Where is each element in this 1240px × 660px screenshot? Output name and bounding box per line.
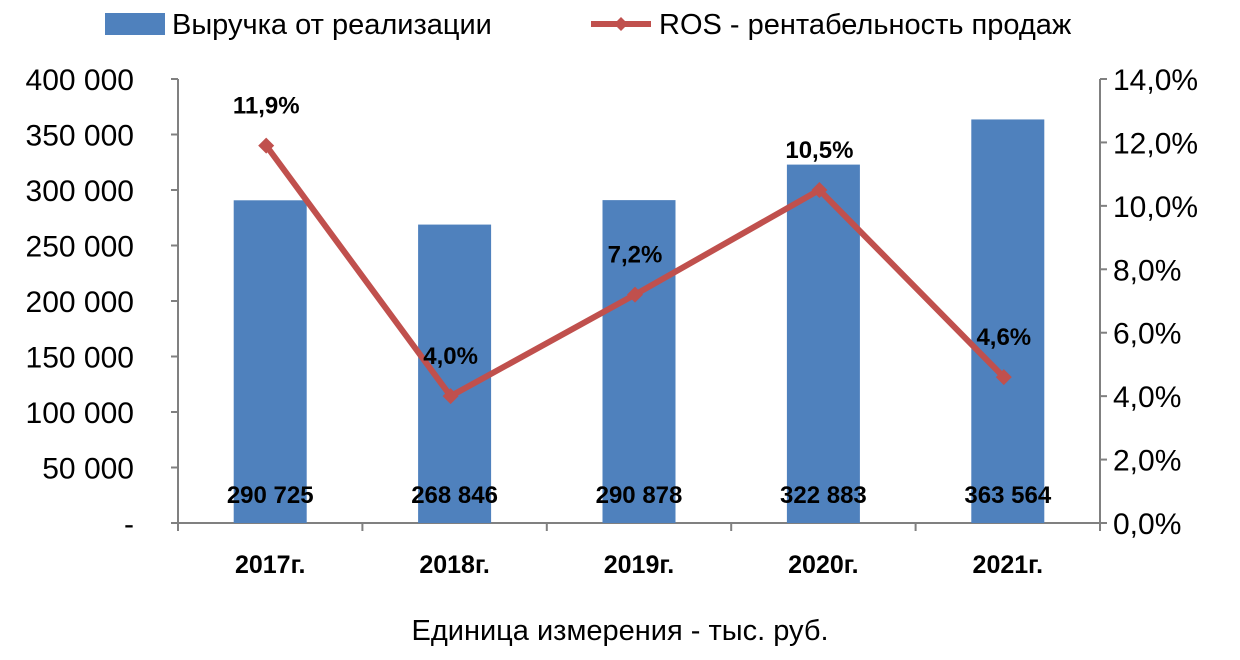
ros-point: [995, 369, 1012, 386]
x-tick-label: 2017г.: [235, 551, 305, 579]
y-left-tick-label: 100 000: [26, 397, 134, 430]
ros-point: [442, 388, 459, 405]
ros-value-label: 4,0%: [423, 343, 478, 370]
ros-point: [258, 137, 275, 154]
data-labels: 290 725 268 846 290 878 322 883 363 564 11,9%…: [227, 93, 1052, 509]
bar-value-label: 268 846: [411, 482, 498, 509]
bar-value-label: 290 878: [596, 482, 683, 509]
ros-value-label: 4,6%: [976, 324, 1031, 351]
bar-revenue: [233, 200, 307, 523]
y-left-tick-label: 250 000: [26, 231, 134, 264]
y-right-tick-label: 4,0%: [1113, 381, 1181, 414]
ros-value-label: 10,5%: [785, 137, 853, 164]
y-right-tick-label: 2,0%: [1113, 445, 1181, 478]
bar-value-label: 363 564: [964, 482, 1051, 509]
y-right-tick-label: 6,0%: [1113, 318, 1181, 351]
bar-value-label: 290 725: [227, 482, 314, 509]
x-tick-label: 2021г.: [973, 551, 1043, 579]
ros-point: [627, 286, 643, 303]
x-axis-title: Единица измерения - тыс. руб.: [411, 615, 828, 647]
ros-value-label: 11,9%: [233, 93, 300, 120]
y-right-tick-label: 10,0%: [1113, 191, 1198, 224]
ros-point: [811, 182, 828, 198]
y-right-tick-label: 12,0%: [1113, 127, 1198, 160]
ros-value-label: 7,2%: [608, 242, 663, 269]
y-left-tick-label: 150 000: [26, 342, 134, 375]
y-right-tick-label: 8,0%: [1113, 254, 1181, 287]
bar-revenue: [602, 200, 676, 523]
y-left-tick-label: 200 000: [26, 286, 134, 319]
bars: [233, 119, 1045, 524]
bar-value-label: 322 883: [780, 482, 867, 509]
bar-revenue: [418, 224, 492, 523]
axes: - 50 000 100 000 150 000 200 000 250 000 300 0…: [26, 64, 1199, 579]
y-right-tick-label: 0,0%: [1113, 508, 1181, 541]
y-left-tick-label: 350 000: [26, 120, 134, 153]
bar-revenue: [786, 164, 860, 524]
y-left-tick-label: 50 000: [42, 453, 134, 486]
legend-marker-ros: [614, 17, 628, 31]
legend: Выручка от реализации ROS - рентабельнос…: [105, 9, 1072, 41]
y-right-tick-label: 14,0%: [1113, 64, 1198, 97]
x-tick-label: 2018г.: [419, 551, 489, 579]
x-tick-label: 2020г.: [788, 551, 858, 579]
y-left-tick-label: -: [124, 508, 134, 541]
ros-line-series: [258, 137, 1012, 405]
y-left-tick-label: 300 000: [26, 175, 134, 208]
legend-swatch-revenue: [105, 13, 165, 35]
bar-revenue: [971, 119, 1045, 523]
legend-label-ros: ROS - рентабельность продаж: [659, 9, 1072, 41]
y-left-tick-label: 400 000: [26, 64, 134, 97]
x-tick-label: 2019г.: [604, 551, 674, 579]
legend-label-revenue: Выручка от реализации: [172, 9, 492, 41]
